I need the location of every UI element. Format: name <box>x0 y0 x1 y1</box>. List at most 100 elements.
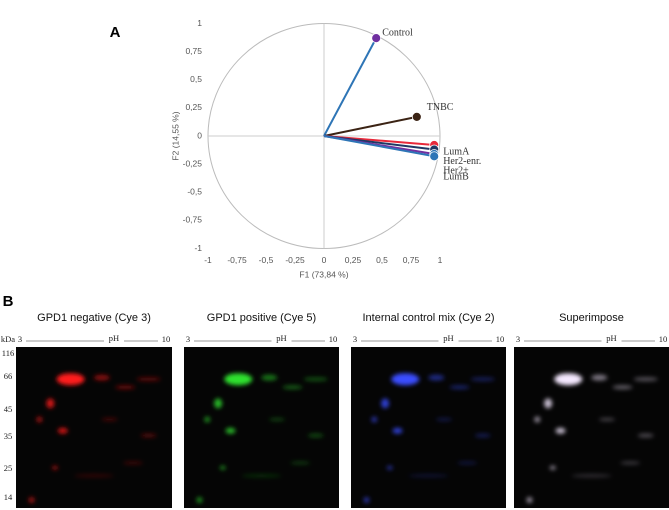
gel-spot <box>391 373 420 386</box>
gel-image <box>16 347 172 508</box>
gel-spot <box>282 385 303 390</box>
y-tick-label: -0,5 <box>187 187 202 197</box>
y-tick-label: -0,75 <box>183 215 203 225</box>
kda-marker: 116 <box>2 348 14 358</box>
gel-spot <box>57 427 68 434</box>
gel-spots <box>526 373 658 503</box>
series-label: Her2+ <box>443 165 469 176</box>
gel-spot <box>307 433 324 438</box>
ph-label: pH <box>276 333 286 343</box>
gel-spot <box>36 416 43 423</box>
gel-spot <box>381 398 390 409</box>
series-label: Control <box>382 27 413 38</box>
point <box>371 33 382 44</box>
series-label: LumB <box>443 172 469 183</box>
gel-title: GPD1 positive (Cye 5) <box>207 312 316 324</box>
vector <box>323 37 378 137</box>
x-tick-label: -1 <box>204 255 212 265</box>
gel-spot <box>534 416 541 423</box>
kda-label: kDa <box>1 334 15 344</box>
y-tick-label: 0,5 <box>190 74 202 84</box>
panel-label: B <box>3 293 14 310</box>
gel-spot <box>261 374 278 381</box>
vector <box>323 115 418 137</box>
ph-start: 3 <box>353 334 357 344</box>
gel-spot <box>204 416 211 423</box>
x-tick-label: 0,25 <box>345 255 362 265</box>
gel-spot <box>56 373 85 386</box>
ph-label: pH <box>606 333 616 343</box>
x-tick-label: 0,75 <box>403 255 420 265</box>
gel-spot <box>571 474 612 478</box>
gel-spots <box>28 373 161 503</box>
gel-spot <box>363 496 370 503</box>
kda-marker: 45 <box>4 404 13 414</box>
x-axis-label: F1 (73,84 %) <box>299 269 348 279</box>
gel-spot <box>115 385 136 390</box>
gel-spots <box>363 373 495 503</box>
gel-spot <box>436 417 452 421</box>
gel-spot <box>225 427 236 434</box>
gel-spot <box>526 496 533 503</box>
gel-spot <box>371 416 378 423</box>
vector <box>323 135 435 158</box>
gel-spot <box>408 474 449 478</box>
gel-spot <box>457 461 478 465</box>
gel-image <box>184 347 339 508</box>
gel-spot <box>269 417 285 421</box>
gel-spot <box>101 417 118 421</box>
ph-start: 3 <box>516 334 520 344</box>
gel-spot <box>140 433 157 438</box>
gel-spot <box>123 461 143 465</box>
kda-marker: 66 <box>4 371 13 381</box>
kda-marker: 35 <box>4 431 13 441</box>
kda-marker: 25 <box>4 463 13 473</box>
gel-spot <box>196 496 203 503</box>
x-tick-label: -0,75 <box>227 255 247 265</box>
gel-spot <box>93 374 110 381</box>
ph-start: 3 <box>186 334 190 344</box>
gel-spot <box>549 465 556 470</box>
x-tick-label: 0,5 <box>376 255 388 265</box>
x-tick-label: 1 <box>438 255 443 265</box>
gel-title: GPD1 negative (Cye 3) <box>37 312 151 324</box>
gel-title: Internal control mix (Cye 2) <box>362 312 494 324</box>
gel-spot <box>241 474 282 478</box>
ph-end: 10 <box>162 334 171 344</box>
gel-spot <box>470 377 495 382</box>
ph-end: 10 <box>659 334 668 344</box>
gel-spot <box>392 427 403 434</box>
gel-spot <box>290 461 311 465</box>
gel-spot <box>224 373 253 386</box>
gel-spot <box>555 427 566 434</box>
gel-spot <box>303 377 328 382</box>
gel-spot <box>633 377 658 382</box>
kda-marker: 14 <box>4 492 13 502</box>
gel-spots <box>196 373 328 503</box>
y-tick-label: -0,25 <box>183 158 203 168</box>
ph-label: pH <box>443 333 453 343</box>
ph-label: pH <box>109 333 119 343</box>
gel-spot <box>554 373 583 386</box>
gel-image <box>351 347 506 508</box>
ph-end: 10 <box>496 334 505 344</box>
gel-spot <box>428 374 445 381</box>
point <box>429 151 440 162</box>
gel-spot <box>74 474 114 478</box>
gel-spot <box>219 465 226 470</box>
gel-image <box>514 347 669 508</box>
x-tick-label: -0,25 <box>285 255 305 265</box>
y-tick-label: 0 <box>197 130 202 140</box>
ph-start: 3 <box>18 334 22 344</box>
gel-spot <box>612 385 633 390</box>
gel-spot <box>474 433 491 438</box>
gel-spot <box>28 496 35 503</box>
gel-spot <box>214 398 223 409</box>
y-tick-label: 1 <box>197 18 202 28</box>
gel-spot <box>449 385 470 390</box>
gel-spot <box>386 465 393 470</box>
x-tick-label: -0,5 <box>259 255 274 265</box>
x-tick-label: 0 <box>322 255 327 265</box>
gel-spot <box>591 374 608 381</box>
series-label: LumA <box>443 146 470 157</box>
